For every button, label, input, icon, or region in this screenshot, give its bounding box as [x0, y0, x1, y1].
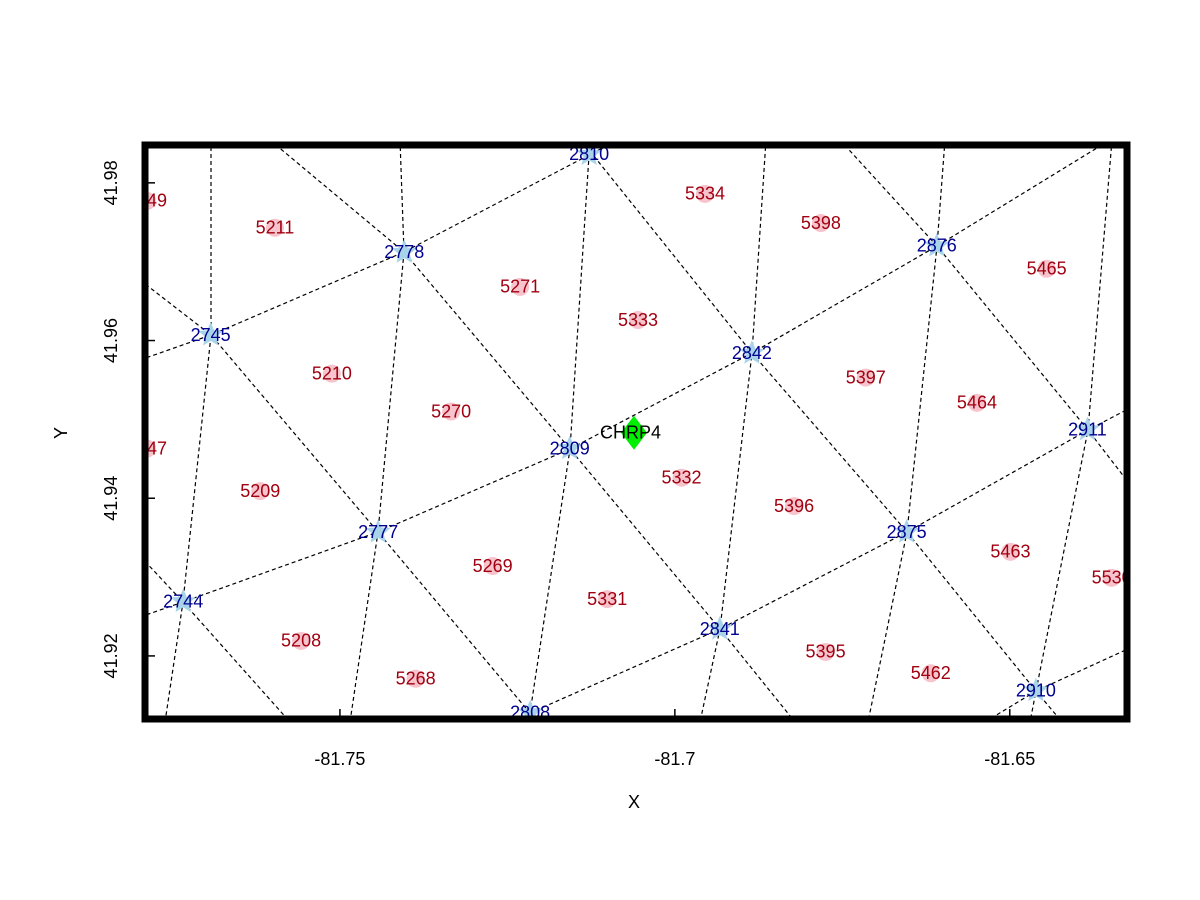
node-point [576, 145, 602, 165]
cell-point [785, 497, 804, 516]
x-axis-label: X [628, 792, 640, 812]
y-axis-label: Y [51, 427, 71, 439]
y-tick-label: 41.98 [101, 160, 121, 205]
point-label: 5268 [396, 669, 436, 689]
mesh-edge [700, 145, 767, 719]
mesh-edge [145, 145, 1103, 616]
point-label: 5211 [256, 218, 295, 238]
point-label: 5210 [312, 363, 352, 383]
point-label: 5271 [500, 277, 540, 297]
cell-point [406, 669, 425, 688]
point-label: 5397 [846, 367, 886, 387]
cell-point [1102, 568, 1121, 587]
point-label: 5149 [127, 191, 167, 211]
point-label: 5208 [281, 631, 321, 651]
station-point [620, 415, 647, 450]
point-label: 2911 [1068, 419, 1107, 439]
point-label: 5147 [127, 438, 167, 458]
node-point [707, 616, 733, 640]
node-point [365, 519, 391, 543]
cell-point [672, 468, 691, 487]
point-label: 2777 [358, 522, 398, 542]
point-label: 5464 [957, 393, 997, 413]
node-point [1023, 677, 1049, 702]
cell-point [629, 311, 648, 330]
mesh-edge [349, 145, 405, 719]
point-label: 5530 [1092, 568, 1132, 588]
mesh-edge [529, 145, 591, 714]
y-tick-label: 41.94 [101, 476, 121, 521]
point-label: 5209 [240, 481, 280, 501]
point-label: 2910 [1016, 680, 1056, 700]
node-point [198, 322, 223, 346]
point-label: 5334 [685, 184, 725, 204]
cell-point [967, 393, 986, 412]
point-label: 5395 [806, 642, 846, 662]
point-label: 2809 [550, 438, 590, 458]
cell-point [251, 482, 270, 501]
cell-point [816, 642, 835, 661]
cell-point [856, 368, 875, 387]
point-label: 2841 [700, 619, 740, 639]
point-label: 5270 [431, 401, 471, 421]
mesh-edge [145, 283, 535, 719]
marks: 5149 5211 5334 5398 5465 5271 5333 5210 5397 5464… [127, 144, 1132, 722]
mesh-edge [164, 145, 212, 719]
point-label: 2875 [887, 522, 927, 542]
node-point [391, 239, 417, 263]
point-label: 5332 [662, 467, 702, 487]
plot-frame [141, 141, 1131, 723]
mesh-edge [868, 145, 946, 719]
y-tick-label: 41.96 [101, 318, 121, 363]
node-point [170, 588, 196, 612]
cell-point [1001, 542, 1020, 561]
x-tick-label: -81.7 [654, 749, 695, 769]
point-label: 2808 [510, 702, 550, 722]
point-label: 2876 [917, 236, 957, 256]
point-label: 2842 [732, 343, 772, 363]
point-label: 2778 [384, 242, 424, 262]
mesh-edge [584, 145, 1061, 719]
mesh-edge [988, 648, 1127, 719]
x-tick-label: -81.65 [984, 749, 1035, 769]
node-point [1075, 416, 1100, 441]
point-label: 5398 [801, 213, 841, 233]
point-label: 2810 [569, 144, 609, 164]
cell-point [695, 184, 714, 203]
x-tick-label: -81.75 [314, 749, 365, 769]
y-tick-label: 41.92 [101, 633, 121, 678]
mesh-edge [145, 145, 610, 359]
cell-point [322, 364, 341, 383]
node-point [739, 340, 765, 364]
cell-point [511, 277, 530, 296]
point-label: 2744 [163, 591, 203, 611]
node-point [557, 435, 582, 460]
cell-point [1037, 259, 1056, 278]
point-label: 5396 [774, 496, 814, 516]
cell-point [811, 214, 830, 233]
cell-point [292, 631, 311, 650]
point-label: CHRP4 [600, 423, 661, 443]
cell-point [442, 402, 461, 421]
point-label: 5465 [1027, 259, 1067, 279]
node-point [517, 699, 543, 719]
mesh-edge [529, 408, 1127, 714]
point-label: 2745 [191, 325, 231, 345]
point-label: 5333 [618, 310, 658, 330]
point-label: 5462 [911, 663, 951, 683]
cell-point [483, 557, 502, 576]
mesh-edge [843, 145, 1126, 479]
node-point [924, 232, 950, 257]
node-point [894, 519, 919, 543]
mesh-edge [145, 560, 289, 719]
point-label: 5331 [587, 589, 627, 609]
point-label: 5269 [473, 556, 513, 576]
cell-point [265, 218, 284, 237]
cell-point [921, 664, 940, 683]
cell-point [598, 590, 617, 609]
point-label: 5463 [990, 542, 1030, 562]
